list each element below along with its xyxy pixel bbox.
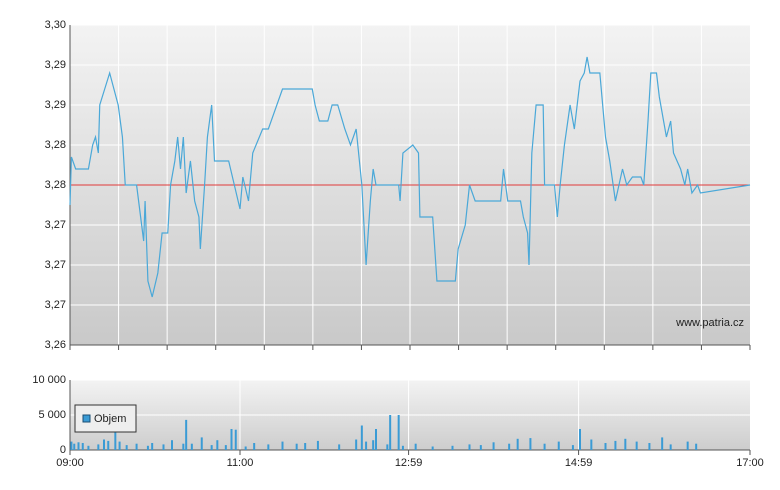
volume-bar [635, 441, 638, 450]
x-tick-label: 11:00 [227, 457, 254, 469]
y-tick-label: 3,26 [45, 339, 66, 351]
y-tick-label: 3,28 [45, 139, 66, 151]
volume-bar [107, 440, 110, 450]
volume-bar [253, 443, 256, 450]
volume-bar [210, 445, 213, 450]
volume-bar [224, 445, 227, 450]
volume-bar [389, 415, 392, 450]
volume-bar [614, 440, 617, 450]
volume-bar [543, 443, 546, 450]
volume-bar [230, 429, 233, 450]
volume-bar [516, 438, 519, 450]
volume-bar [81, 443, 84, 450]
volume-bar [414, 443, 417, 450]
volume-bar [267, 444, 270, 450]
price-line [69, 56, 751, 298]
volume-bar [529, 438, 532, 450]
y-tick-label: 3,30 [45, 19, 66, 31]
x-tick-label: 14:59 [565, 457, 593, 469]
volume-bar [571, 445, 574, 450]
y-tick-label: 10 000 [32, 374, 66, 386]
volume-bar [244, 446, 247, 450]
y-tick-label: 3,27 [45, 219, 66, 231]
volume-bar [234, 429, 237, 450]
y-tick-label: 3,27 [45, 259, 66, 271]
volume-bar [372, 440, 375, 450]
volume-bar [686, 441, 689, 450]
legend-swatch [82, 414, 91, 423]
volume-bar [87, 445, 90, 450]
volume-bar [338, 444, 341, 450]
volume-bar [295, 443, 298, 450]
volume-bar [661, 437, 664, 450]
volume-bar [386, 444, 389, 450]
volume-bar [451, 445, 454, 450]
volume-bar [70, 441, 73, 450]
volume-bar [557, 441, 560, 450]
volume-bar [365, 441, 368, 450]
x-tick-label: 12:59 [395, 457, 423, 469]
volume-bar [401, 445, 404, 450]
volume-bar [304, 443, 307, 450]
volume-bar [624, 438, 627, 450]
volume-bar [185, 419, 188, 450]
volume-bar [355, 439, 358, 450]
volume-bar [479, 445, 482, 450]
volume-bar [508, 443, 511, 450]
volume-bar [162, 444, 165, 450]
y-tick-label: 3,27 [45, 299, 66, 311]
watermark: www.patria.cz [675, 317, 744, 329]
volume-bar [135, 443, 138, 450]
volume-bar [103, 439, 105, 450]
y-tick-label: 3,28 [45, 179, 66, 191]
volume-bar [171, 440, 173, 450]
volume-bar [590, 439, 593, 450]
y-tick-label: 3,29 [45, 59, 66, 71]
volume-bar [397, 415, 400, 450]
volume-bar [669, 444, 672, 450]
y-tick-label: 5 000 [38, 409, 66, 421]
volume-bar [431, 446, 434, 450]
volume-bar [151, 443, 154, 450]
volume-bar [375, 429, 377, 450]
volume-bar [316, 440, 319, 450]
volume-bar [73, 443, 76, 450]
y-tick-label: 3,29 [45, 99, 66, 111]
volume-bar [77, 442, 80, 450]
volume-bar [648, 443, 651, 450]
volume-bar [97, 444, 100, 450]
volume-bar [125, 445, 128, 450]
volume-bar [492, 442, 495, 450]
volume-bar [216, 440, 219, 450]
volume-bar [695, 443, 698, 450]
volume-bar [604, 443, 607, 450]
y-tick-label: 0 [60, 444, 66, 456]
volume-bar [579, 429, 581, 450]
legend-label: Objem [94, 413, 126, 425]
volume-bar [360, 425, 363, 450]
volume-bar [182, 443, 185, 450]
x-tick-label: 17:00 [736, 457, 764, 469]
x-tick-label: 09:00 [56, 457, 84, 469]
volume-bar [281, 441, 284, 450]
volume-bar [118, 441, 121, 450]
volume-bar [468, 444, 471, 450]
volume-bar [190, 443, 193, 450]
volume-bar [200, 437, 203, 450]
volume-bar [146, 445, 149, 450]
